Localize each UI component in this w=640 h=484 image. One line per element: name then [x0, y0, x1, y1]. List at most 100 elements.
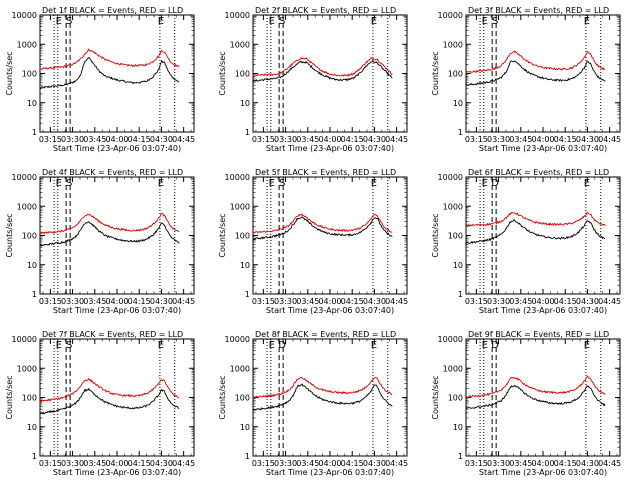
x-tick-label: 03:30 [487, 135, 510, 144]
chart-title: Det 3f BLACK = Events, RED = LLD [468, 6, 609, 15]
x-tick-label: 04:45 [385, 135, 408, 144]
series-line-events [39, 221, 180, 247]
y-tick-label: 1 [458, 452, 463, 461]
x-axis-label: Start Time (23-Apr-06 03:07:40) [53, 306, 181, 315]
y-tick-label: 10 [27, 261, 37, 270]
y-tick-label: 10000 [438, 11, 463, 20]
series-line-lld [465, 50, 606, 73]
series-line-lld [465, 211, 606, 227]
x-tick-label: 03:30 [61, 459, 84, 468]
y-tick-label: 100 [448, 70, 463, 79]
y-tick-label: 100 [448, 232, 463, 241]
x-tick-label: 03:15 [39, 297, 62, 306]
x-tick-label: 03:15 [465, 297, 488, 306]
marker-label: E [56, 178, 62, 189]
marker-label: E [158, 340, 164, 351]
series-line-events [465, 384, 606, 410]
chart-title: Det 7f BLACK = Events, RED = LLD [42, 330, 183, 339]
series-line-lld [465, 375, 606, 399]
series-line-events [252, 383, 393, 411]
marker-label: E [371, 16, 377, 27]
x-tick-label: 04:00 [531, 459, 554, 468]
chart-panel-5: Det 5f BLACK = Events, RED = LLD 1 10 100 10… [218, 168, 408, 315]
y-tick-label: 10000 [12, 173, 37, 182]
series-line-events [39, 57, 180, 89]
y-tick-label: 1 [245, 290, 250, 299]
marker-label: S [66, 16, 72, 27]
marker-label: S [492, 16, 498, 27]
series-line-events [465, 219, 606, 245]
chart-panel-4: Det 4f BLACK = Events, RED = LLD 1 10 100 10… [5, 168, 195, 315]
y-tick-label: 10000 [12, 335, 37, 344]
y-tick-label: 1000 [230, 202, 250, 211]
x-tick-label: 03:30 [274, 135, 297, 144]
plot-frame [39, 176, 195, 295]
y-tick-label: 100 [22, 394, 37, 403]
x-tick-label: 03:15 [39, 459, 62, 468]
x-axis-label: Start Time (23-Apr-06 03:07:40) [53, 144, 181, 153]
chart-panel-7: Det 7f BLACK = Events, RED = LLD 1 10 100 10… [5, 330, 195, 477]
marker-label: S [66, 178, 72, 189]
chart-panel-2: Det 2f BLACK = Events, RED = LLD 1 10 100 10… [218, 6, 408, 153]
marker-label: D [491, 178, 499, 189]
x-tick-label: 04:00 [105, 297, 128, 306]
marker-label: E [158, 178, 164, 189]
plot-frame [465, 338, 621, 457]
y-axis-label: Counts/sec [5, 213, 14, 257]
chart-title: Det 1f BLACK = Events, RED = LLD [42, 6, 183, 15]
x-tick-label: 03:15 [465, 459, 488, 468]
y-tick-label: 10 [453, 423, 463, 432]
y-tick-label: 100 [235, 232, 250, 241]
x-tick-label: 03:45 [509, 297, 532, 306]
marker-label: E [584, 16, 590, 27]
x-tick-label: 04:00 [318, 297, 341, 306]
x-tick-label: 04:30 [363, 459, 386, 468]
x-tick-label: 03:45 [296, 459, 319, 468]
x-tick-label: 04:15 [341, 459, 364, 468]
y-tick-label: 1000 [230, 364, 250, 373]
x-tick-label: 03:30 [487, 459, 510, 468]
x-tick-label: 03:45 [296, 297, 319, 306]
x-tick-label: 04:00 [531, 135, 554, 144]
y-tick-label: 1 [32, 452, 37, 461]
y-tick-label: 10 [27, 423, 37, 432]
y-tick-label: 10000 [12, 11, 37, 20]
x-tick-label: 04:00 [531, 297, 554, 306]
x-tick-label: 04:45 [172, 297, 195, 306]
x-tick-label: 04:45 [598, 297, 621, 306]
x-axis-label: Start Time (23-Apr-06 03:07:40) [479, 468, 607, 477]
marker-label: E [269, 178, 275, 189]
marker-label: E [269, 340, 275, 351]
y-tick-label: 1000 [443, 364, 463, 373]
x-tick-label: 03:30 [274, 459, 297, 468]
x-tick-label: 04:00 [318, 459, 341, 468]
y-tick-label: 1000 [443, 40, 463, 49]
marker-label: D [491, 340, 499, 351]
x-tick-label: 04:15 [341, 135, 364, 144]
marker-label: E [482, 16, 488, 27]
y-axis-label: Counts/sec [431, 375, 440, 419]
x-tick-label: 04:30 [150, 459, 173, 468]
y-axis-label: Counts/sec [5, 51, 14, 95]
x-axis-label: Start Time (23-Apr-06 03:07:40) [266, 144, 394, 153]
y-tick-label: 1000 [17, 202, 37, 211]
y-tick-label: 1000 [443, 202, 463, 211]
y-tick-label: 100 [235, 70, 250, 79]
series-line-events [252, 216, 393, 241]
x-tick-label: 04:15 [128, 297, 151, 306]
chart-title: Det 5f BLACK = Events, RED = LLD [255, 168, 396, 177]
marker-label: E [56, 16, 62, 27]
y-tick-label: 10 [240, 99, 250, 108]
marker-label: S [66, 340, 72, 351]
x-tick-label: 04:15 [554, 297, 577, 306]
y-tick-label: 10 [453, 261, 463, 270]
x-tick-label: 03:30 [61, 135, 84, 144]
y-tick-label: 1000 [17, 364, 37, 373]
x-tick-label: 03:30 [61, 297, 84, 306]
x-tick-label: 03:15 [465, 135, 488, 144]
x-tick-label: 04:30 [150, 135, 173, 144]
x-tick-label: 04:30 [576, 135, 599, 144]
x-tick-label: 03:30 [487, 297, 510, 306]
y-tick-label: 1 [458, 128, 463, 137]
